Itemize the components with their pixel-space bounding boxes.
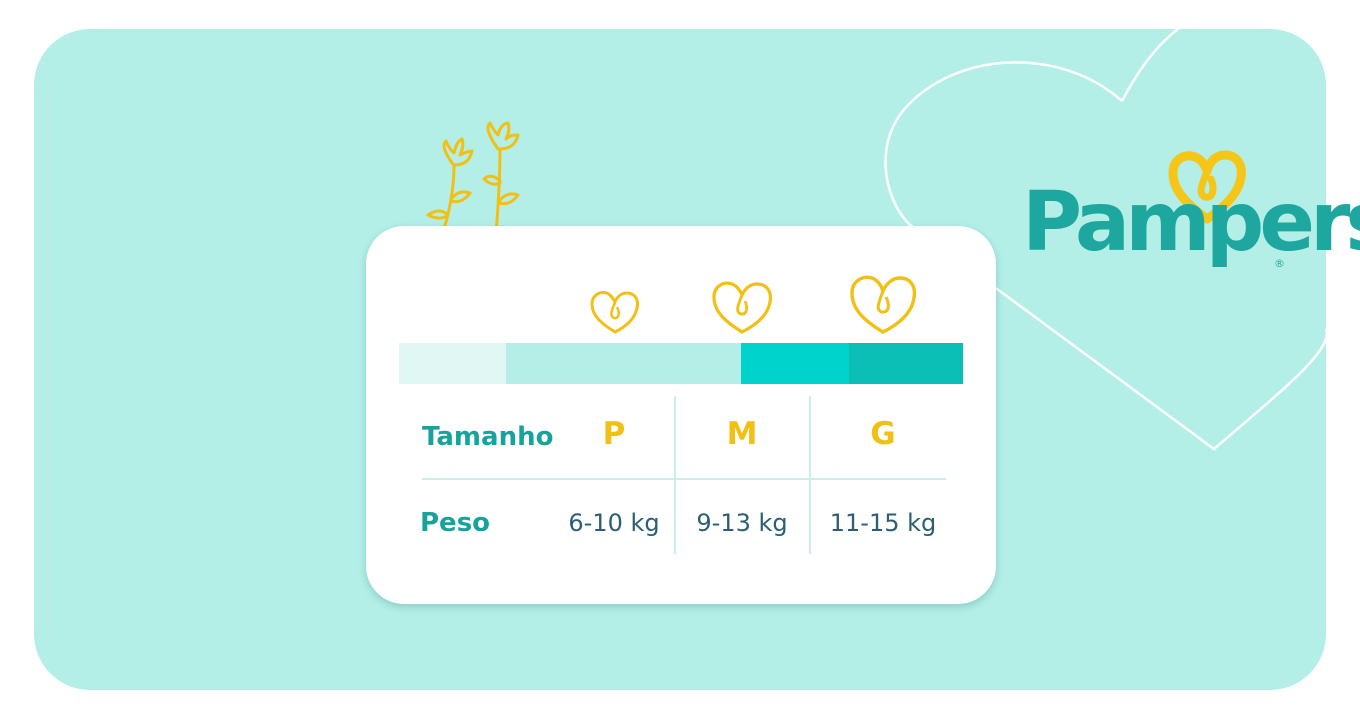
size-row-label: Tamanho [422, 422, 554, 452]
weight-g: 11-15 kg [829, 509, 937, 537]
size-p: P [602, 416, 626, 452]
flower-icon [426, 121, 520, 236]
size-bar-segment [741, 343, 849, 384]
size-chart-card: Tamanho Peso P M G 6-10 kg 9-13 kg 11-15… [366, 226, 996, 604]
size-g: G [870, 416, 896, 452]
column-divider [674, 396, 676, 554]
weight-m: 9-13 kg [696, 509, 788, 537]
heart-icon [850, 275, 917, 334]
weight-p: 6-10 kg [568, 509, 660, 537]
weight-row-label: Peso [420, 508, 491, 538]
row-divider [422, 478, 946, 480]
registered-mark: ® [1274, 257, 1285, 270]
heart-outline-icon [884, 29, 1326, 451]
pampers-logo: Pampers [1022, 175, 1360, 270]
column-divider [809, 396, 811, 554]
size-bar-segment [849, 343, 963, 384]
size-m: M [726, 416, 758, 452]
heart-icon [590, 291, 639, 334]
size-bar-segment [399, 343, 506, 384]
heart-icon [712, 281, 773, 334]
size-bar-segment [506, 343, 741, 384]
pampers-heart-icon [1168, 150, 1246, 224]
